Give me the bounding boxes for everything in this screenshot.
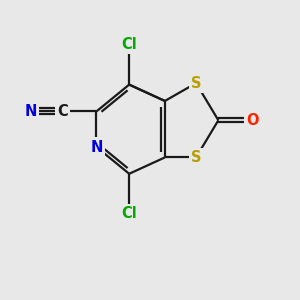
Text: Cl: Cl <box>121 37 137 52</box>
Text: C: C <box>57 104 68 119</box>
Text: N: N <box>25 104 37 119</box>
Text: S: S <box>191 150 201 165</box>
Text: N: N <box>90 140 103 154</box>
Text: S: S <box>191 76 201 91</box>
Text: O: O <box>246 113 259 128</box>
Text: Cl: Cl <box>121 206 137 221</box>
